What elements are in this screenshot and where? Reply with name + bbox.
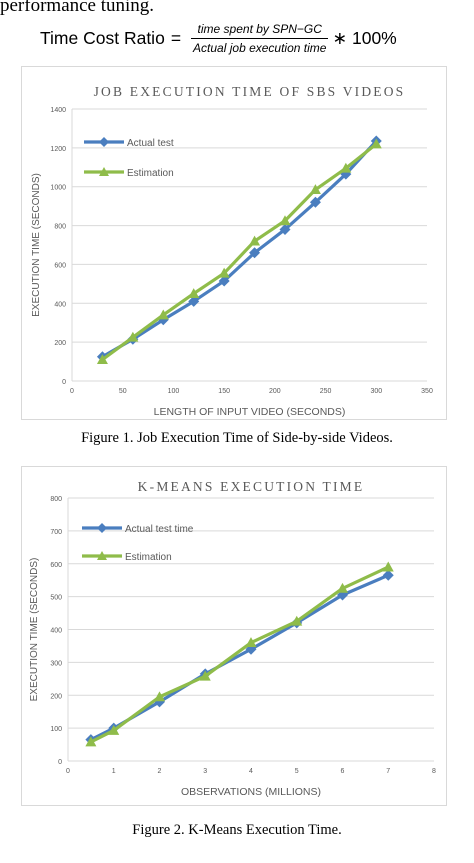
data-point-marker (279, 223, 291, 235)
data-point-marker (97, 551, 107, 560)
y-tick-label: 600 (50, 562, 62, 569)
figure-1-caption: Figure 1. Job Execution Time of Side-by-… (81, 430, 393, 446)
x-tick-label: 6 (341, 768, 345, 775)
y-axis-label: EXECUTION TIME (SECONDS) (29, 558, 40, 702)
data-point-marker (309, 184, 321, 195)
time-cost-ratio-formula: Time Cost Ratio = time spent by SPN−GC A… (40, 16, 397, 60)
data-point-marker (99, 137, 109, 147)
y-tick-label: 100 (50, 726, 62, 733)
data-point-marker (382, 561, 394, 572)
data-point-marker (99, 167, 109, 176)
series-line (100, 139, 378, 359)
data-point-marker (218, 267, 230, 278)
legend-label: Actual test time (125, 524, 194, 535)
y-tick-label: 0 (62, 379, 66, 386)
x-tick-label: 4 (249, 768, 253, 775)
x-tick-label: 0 (66, 768, 70, 775)
y-tick-label: 700 (50, 529, 62, 536)
data-point-marker (96, 354, 108, 365)
x-tick-label: 250 (320, 388, 332, 395)
data-point-marker (382, 569, 394, 581)
data-point-marker (249, 235, 261, 246)
y-axis-label: EXECUTION TIME (SECONDS) (31, 173, 42, 317)
data-point-marker (127, 331, 139, 342)
y-tick-label: 400 (50, 628, 62, 635)
formula-denominator: Actual job execution time (193, 40, 327, 55)
y-tick-label: 1400 (50, 107, 66, 114)
y-tick-label: 0 (58, 759, 62, 766)
x-tick-label: 350 (421, 388, 433, 395)
x-tick-label: 3 (203, 768, 207, 775)
data-point-marker (188, 295, 200, 307)
data-point-marker (245, 637, 257, 648)
data-point-marker (97, 523, 107, 533)
data-point-marker (157, 309, 169, 320)
figure-1-chart: JOB EXECUTION TIME OF SBS VIDEOS 0 200 400 6… (21, 66, 447, 420)
data-point-marker (337, 582, 348, 593)
y-tick-label: 200 (54, 340, 66, 347)
legend-label: Estimation (127, 168, 174, 179)
data-point-marker (245, 643, 257, 655)
formula-equals: = (170, 27, 182, 48)
x-tick-label: 8 (432, 768, 436, 775)
chart-2-svg: K-MEANS EXECUTION TIME010020030040050060… (29, 479, 436, 798)
chart-1-svg: JOB EXECUTION TIME OF SBS VIDEOS 0 200 400 6… (31, 84, 433, 418)
data-point-marker (309, 196, 321, 208)
legend-label: Actual test (127, 138, 174, 149)
y-tick-label: 800 (54, 224, 66, 231)
x-axis-label: LENGTH OF INPUT VIDEO (SECONDS) (154, 406, 346, 418)
x-tick-label: 2 (158, 768, 162, 775)
data-point-marker (370, 138, 382, 149)
x-tick-label: 7 (386, 768, 390, 775)
x-tick-label: 0 (70, 388, 74, 395)
y-tick-label: 1200 (50, 146, 66, 153)
data-point-marker (157, 314, 169, 326)
data-point-marker (279, 215, 291, 226)
preceding-text-line: performance tuning. (0, 0, 155, 16)
formula-fraction: time spent by SPN−GC Actual job executio… (191, 21, 329, 55)
y-tick-label: 400 (54, 301, 66, 308)
x-tick-label: 150 (218, 388, 230, 395)
formula-numerator: time spent by SPN−GC (197, 21, 322, 36)
y-tick-label: 500 (50, 595, 62, 602)
x-tick-label: 1 (112, 768, 116, 775)
data-point-marker (108, 724, 120, 735)
y-tick-label: 300 (50, 660, 62, 667)
series-line (100, 142, 378, 362)
data-point-marker (85, 736, 97, 747)
data-point-marker (291, 615, 303, 626)
y-tick-label: 800 (50, 496, 62, 503)
data-point-marker (249, 247, 261, 259)
data-point-marker (154, 691, 165, 702)
formula-rhs: ∗ 100% (332, 27, 397, 48)
figure-2-chart: K-MEANS EXECUTION TIME 0 100 200 300 400 500 60… (21, 466, 447, 806)
figure-2-caption: Figure 2. K-Means Execution Time. (132, 822, 342, 838)
x-tick-label: 5 (295, 768, 299, 775)
x-tick-label: 100 (168, 388, 180, 395)
data-point-marker (340, 162, 352, 173)
x-axis-label: OBSERVATIONS (MILLIONS) (181, 786, 321, 798)
series-line (89, 565, 390, 744)
data-point-marker (199, 670, 211, 681)
chart-title: JOB EXECUTION TIME OF SBS VIDEOS (94, 84, 406, 99)
data-point-marker (218, 275, 230, 287)
data-point-marker (188, 288, 200, 298)
x-tick-label: 300 (370, 388, 382, 395)
y-tick-label: 600 (54, 262, 66, 269)
x-tick-label: 200 (269, 388, 281, 395)
x-tick-label: 50 (119, 388, 127, 395)
y-tick-label: 1000 (50, 185, 66, 192)
legend-label: Estimation (125, 552, 172, 563)
chart-title: K-MEANS EXECUTION TIME (138, 479, 365, 494)
formula-lhs: Time Cost Ratio (40, 27, 165, 48)
y-tick-label: 200 (50, 693, 62, 700)
fraction-bar (191, 37, 329, 39)
